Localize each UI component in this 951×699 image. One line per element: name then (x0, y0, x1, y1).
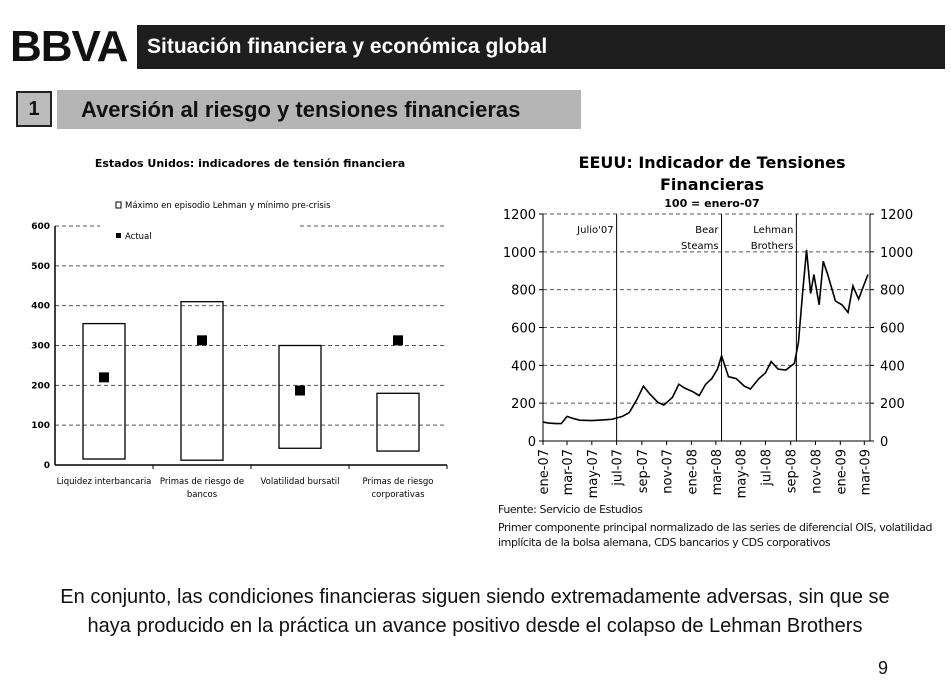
range-box (82, 322, 126, 460)
x-tick-label: ene-09 (834, 449, 849, 494)
x-tick-label: mar-08 (710, 449, 725, 495)
source-note: Fuente: Servicio de Estudios (498, 503, 643, 516)
legend-label: Máximo en episodio Lehman y mínimo pre-c… (125, 201, 331, 211)
y-tick-label-left: 600 (511, 322, 536, 337)
y-tick-label: 100 (31, 421, 50, 431)
header-title: Situación financiera y económica global (137, 25, 945, 69)
y-tick-label-left: 1200 (503, 208, 536, 223)
y-tick-label-right: 1000 (880, 246, 913, 261)
x-tick-label: jul-07 (611, 449, 626, 487)
index-line (542, 249, 869, 425)
legend-label: Actual (125, 232, 152, 242)
x-tick-label: Primas de riesgo de (160, 477, 244, 487)
event-label: Steams (681, 241, 719, 252)
x-tick-label: corporativas (371, 490, 425, 500)
legend-background (100, 199, 300, 245)
x-tick-label: sep-08 (785, 449, 800, 493)
x-tick-label: jul-08 (759, 449, 774, 487)
chart-subtitle: 100 = enero-07 (664, 197, 759, 210)
section-number: 1 (16, 91, 52, 127)
actual-marker (99, 372, 109, 383)
y-tick-label-left: 1000 (503, 246, 536, 261)
y-tick-label: 0 (44, 461, 50, 471)
y-tick-label-left: 200 (511, 397, 536, 412)
y-tick-label-left: 400 (511, 359, 536, 374)
event-label: Bear (695, 225, 719, 236)
y-tick-label-right: 400 (880, 359, 905, 374)
range-box (180, 301, 224, 461)
x-tick-label: ene-08 (685, 449, 700, 494)
actual-marker (295, 385, 305, 396)
x-tick-label: mar-07 (561, 449, 576, 495)
y-tick-label-right: 800 (880, 284, 905, 299)
event-label: Julio'07 (576, 225, 613, 236)
y-tick-label: 200 (31, 381, 50, 391)
y-tick-label: 300 (31, 342, 50, 352)
event-label: Lehman (753, 225, 793, 236)
legend-square-marker (116, 233, 121, 238)
range-box (278, 344, 322, 449)
y-tick-label-right: 200 (880, 397, 905, 412)
charts: Estados Unidos: indicadores de tensión f… (31, 153, 913, 500)
x-tick-label: ene-07 (537, 449, 552, 494)
footnote: Primer componente principal normalizado … (498, 521, 933, 549)
actual-marker (197, 335, 207, 346)
x-tick-label: bancos (187, 490, 218, 500)
bbva-logo: BBVA (10, 22, 128, 71)
conclusion-text: En conjunto, las condiciones financieras… (60, 586, 890, 637)
chart-title: Financieras (660, 175, 764, 194)
x-tick-label: Volatilidad bursatil (260, 477, 339, 487)
legend-box-marker (115, 201, 122, 209)
x-tick-label: Liquidez interbancaria (57, 477, 152, 487)
range-box (376, 392, 420, 452)
chart-title: EEUU: Indicador de Tensiones (579, 153, 846, 172)
y-tick-label: 600 (31, 222, 50, 232)
x-tick-label: Primas de riesgo (363, 477, 434, 487)
actual-marker (393, 335, 403, 346)
x-tick-label: may-07 (586, 449, 601, 498)
y-tick-label-right: 0 (880, 435, 888, 450)
x-tick-label: mar-09 (858, 449, 873, 495)
page-number: 9 (878, 658, 889, 678)
x-tick-label: may-08 (735, 449, 750, 498)
section-title: Aversión al riesgo y tensiones financier… (57, 90, 581, 129)
x-tick-label: sep-07 (636, 449, 651, 493)
x-tick-label: nov-08 (810, 449, 825, 494)
y-tick-label-left: 800 (511, 284, 536, 299)
y-tick-label-left: 0 (528, 435, 536, 450)
y-tick-label-right: 1200 (880, 208, 913, 223)
y-tick-label-right: 600 (880, 322, 905, 337)
y-tick-label: 500 (31, 262, 50, 272)
chart-title: Estados Unidos: indicadores de tensión f… (95, 157, 405, 170)
event-label: Brothers (751, 241, 794, 252)
x-tick-label: nov-07 (661, 449, 676, 494)
y-tick-label: 400 (31, 302, 50, 312)
